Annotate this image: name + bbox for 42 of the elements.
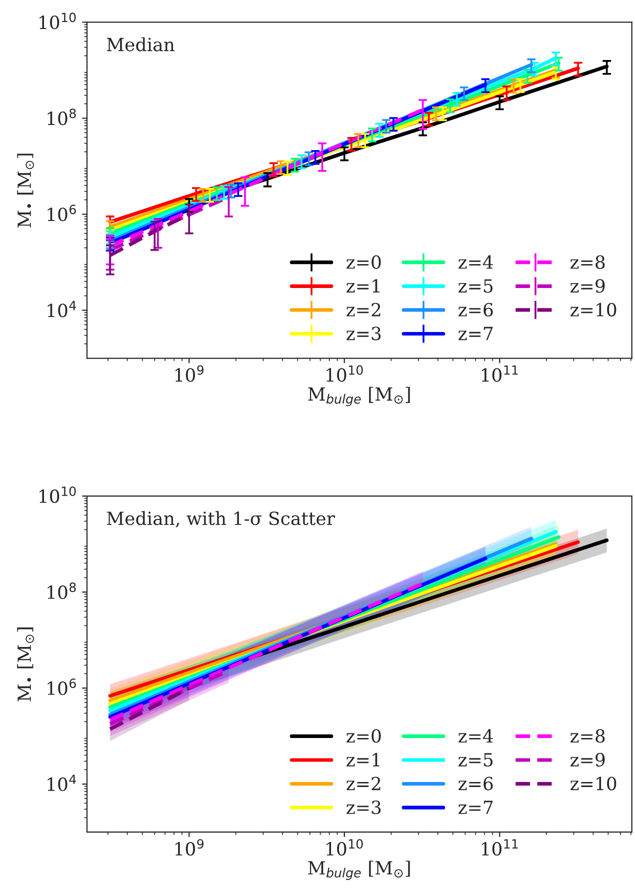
legend-label: z=4 [458, 255, 494, 269]
legend-label: z=2 [346, 776, 380, 790]
legend-label: z=0 [346, 729, 381, 743]
legend-label: z=10 [570, 776, 616, 790]
legend-label: z=9 [570, 279, 605, 293]
legend-label: z=1 [346, 752, 380, 766]
y-tick-label: 10$^{4}$ [48, 300, 76, 318]
y-tick-label: 10$^{8}$ [48, 108, 76, 126]
legend-label: z=6 [458, 302, 493, 317]
legend-label: z=8 [570, 255, 605, 269]
legend-label: z=4 [458, 729, 494, 743]
y-tick-label: 10$^{8}$ [48, 582, 76, 600]
legend-label: z=3 [346, 800, 381, 814]
legend-label: z=2 [346, 302, 380, 316]
legend-label: z=9 [570, 752, 605, 767]
y-tick-label: 10$^{10}$ [40, 12, 76, 30]
x-tick-label: 10$^{9}$ [175, 839, 204, 856]
y-tick-label: 10$^{6}$ [48, 678, 76, 696]
x-tick-label: 10$^{9}$ [175, 365, 204, 382]
legend-label: z=3 [346, 326, 381, 340]
y-axis-title: M$_{•}$ [M$_{⊙}$] [17, 628, 34, 702]
x-tick-label: 10$^{10}$ [326, 365, 363, 382]
y-tick-label: 10$^{10}$ [40, 486, 76, 504]
y-axis-title: M$_{•}$ [M$_{⊙}$] [17, 154, 34, 228]
x-tick-label: 10$^{11}$ [482, 839, 518, 856]
legend-label: z=0 [346, 255, 381, 269]
x-tick-label: 10$^{11}$ [482, 365, 518, 382]
legend-label: z=7 [458, 326, 493, 340]
annotation: Median [106, 37, 174, 52]
x-tick-label: 10$^{10}$ [326, 839, 363, 856]
legend-label: z=7 [458, 800, 493, 814]
x-axis-title: M$_{bulge}$ [M$_{⊙}$] [308, 386, 410, 406]
y-tick-label: 10$^{4}$ [48, 774, 76, 792]
x-axis-title: M$_{bulge}$ [M$_{⊙}$] [308, 860, 410, 880]
legend-label: z=1 [346, 279, 380, 292]
legend-label: z=8 [570, 729, 605, 743]
legend-label: z=5 [458, 279, 493, 293]
legend-label: z=10 [570, 302, 616, 317]
legend-label: z=6 [458, 776, 493, 790]
y-tick-label: 10$^{6}$ [48, 204, 76, 222]
annotation: Median, with 1-σ Scatter [106, 511, 336, 528]
legend-label: z=5 [458, 753, 493, 767]
